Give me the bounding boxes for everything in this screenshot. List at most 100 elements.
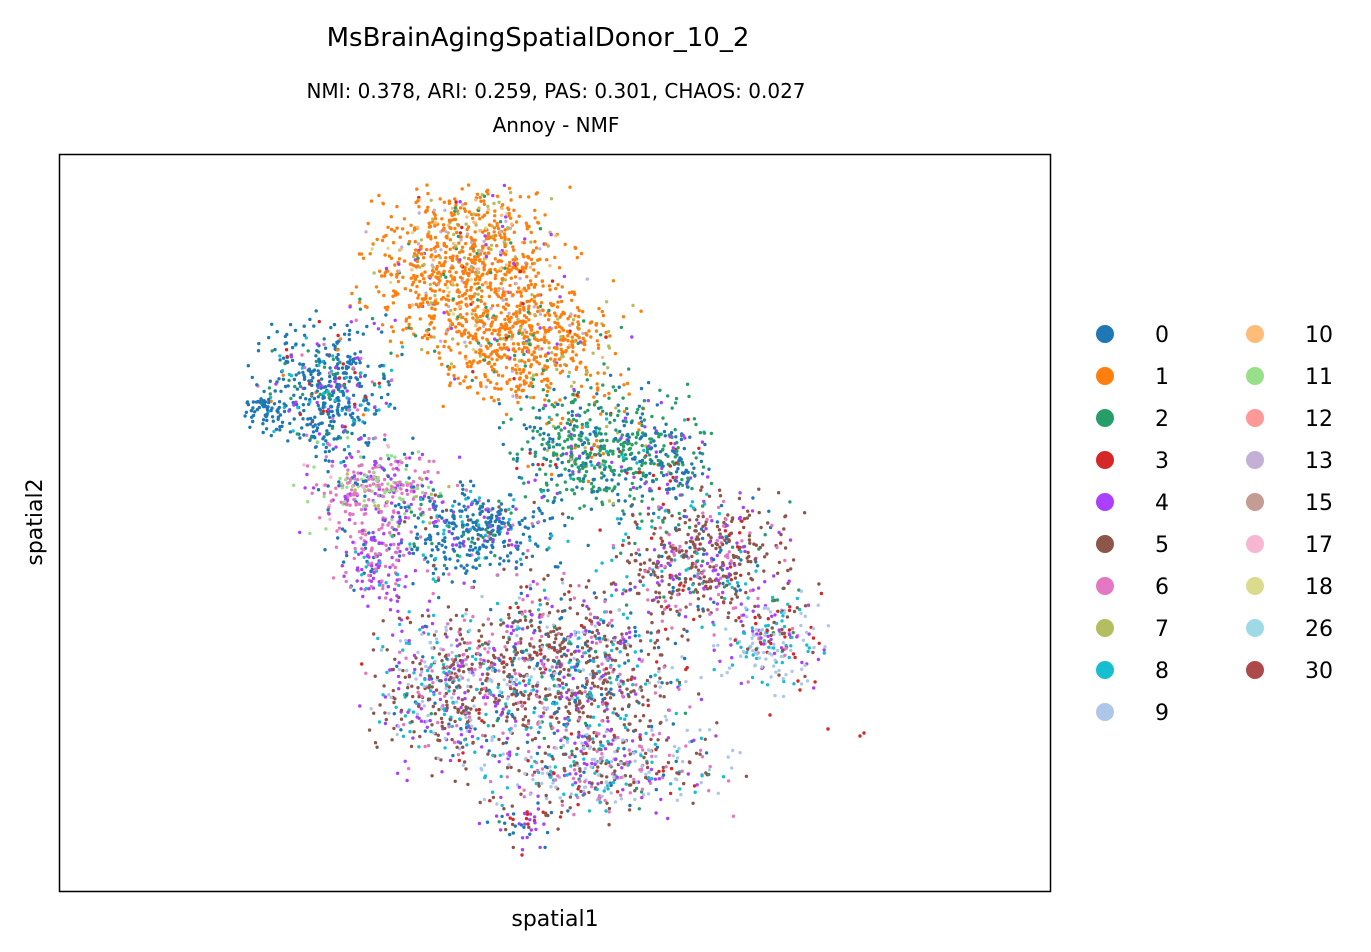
scatter-point xyxy=(542,377,547,382)
scatter-point xyxy=(348,452,352,456)
scatter-point xyxy=(520,322,524,326)
scatter-point xyxy=(559,691,563,695)
scatter-point xyxy=(645,678,650,683)
scatter-point xyxy=(536,544,540,548)
scatter-point xyxy=(746,559,750,564)
scatter-point xyxy=(493,317,498,322)
scatter-point xyxy=(735,541,739,545)
scatter-point xyxy=(610,558,614,562)
scatter-point xyxy=(509,337,514,341)
scatter-point xyxy=(600,502,605,507)
scatter-point xyxy=(447,312,451,316)
scatter-point xyxy=(714,585,718,589)
scatter-point xyxy=(523,683,528,687)
scatter-point xyxy=(328,371,332,375)
scatter-point xyxy=(439,297,444,301)
scatter-point xyxy=(444,297,448,302)
scatter-point xyxy=(444,332,448,336)
scatter-point xyxy=(453,499,457,504)
scatter-point xyxy=(416,256,420,260)
scatter-point xyxy=(490,262,494,266)
scatter-point xyxy=(351,357,355,361)
scatter-point xyxy=(432,281,436,285)
scatter-point xyxy=(504,249,509,253)
scatter-point xyxy=(622,441,626,445)
scatter-point xyxy=(723,554,728,558)
scatter-point xyxy=(421,256,426,260)
scatter-point xyxy=(608,413,613,417)
scatter-point xyxy=(448,557,452,561)
scatter-point xyxy=(520,650,525,655)
scatter-point xyxy=(506,674,510,679)
scatter-point xyxy=(406,516,411,520)
scatter-point xyxy=(459,238,463,242)
scatter-point xyxy=(302,377,307,381)
scatter-point xyxy=(572,477,576,481)
scatter-point xyxy=(570,343,575,347)
scatter-point xyxy=(592,403,597,407)
scatter-point xyxy=(497,693,502,698)
scatter-point xyxy=(573,741,577,745)
scatter-point xyxy=(365,442,370,446)
scatter-point xyxy=(519,591,523,596)
scatter-point xyxy=(326,412,330,416)
scatter-point xyxy=(734,571,738,575)
scatter-point xyxy=(652,511,656,516)
scatter-point xyxy=(414,302,418,307)
scatter-point xyxy=(511,457,516,461)
scatter-point xyxy=(464,285,468,289)
scatter-point xyxy=(463,354,468,359)
scatter-point xyxy=(527,371,532,375)
scatter-point xyxy=(348,355,352,359)
scatter-point xyxy=(620,433,624,437)
scatter-point xyxy=(577,630,581,634)
scatter-point xyxy=(575,696,580,700)
scatter-point xyxy=(548,301,553,306)
scatter-point xyxy=(468,548,472,552)
scatter-point xyxy=(524,341,529,346)
scatter-point xyxy=(494,696,498,701)
scatter-point xyxy=(595,628,599,633)
scatter-point xyxy=(601,452,605,456)
scatter-point xyxy=(430,541,434,546)
scatter-point xyxy=(478,319,482,323)
scatter-point xyxy=(512,645,516,649)
scatter-point xyxy=(286,384,290,388)
scatter-point xyxy=(456,211,460,216)
scatter-point xyxy=(738,491,742,495)
scatter-point xyxy=(715,520,720,524)
scatter-point xyxy=(539,652,543,656)
scatter-point xyxy=(420,335,425,340)
scatter-point xyxy=(569,312,573,316)
scatter-point xyxy=(495,270,499,274)
scatter-point xyxy=(531,377,536,382)
scatter-point xyxy=(348,513,352,517)
scatter-point xyxy=(544,242,548,246)
scatter-point xyxy=(454,203,458,207)
scatter-point xyxy=(563,337,567,341)
scatter-point xyxy=(398,515,402,519)
scatter-point xyxy=(283,384,288,389)
scatter-point xyxy=(531,684,535,689)
scatter-point xyxy=(343,509,348,514)
scatter-point xyxy=(605,707,609,711)
scatter-point xyxy=(460,324,465,328)
scatter-point xyxy=(569,420,573,424)
scatter-point xyxy=(530,613,534,617)
scatter-point xyxy=(448,269,452,274)
scatter-point xyxy=(497,402,502,406)
scatter-point xyxy=(660,554,664,559)
scatter-point xyxy=(791,630,795,635)
scatter-point xyxy=(506,543,511,547)
scatter-point xyxy=(478,665,482,669)
scatter-point xyxy=(552,405,556,409)
scatter-point xyxy=(487,236,491,241)
scatter-point xyxy=(431,613,436,618)
scatter-point xyxy=(370,380,374,384)
scatter-point xyxy=(673,558,677,562)
scatter-point xyxy=(590,640,594,644)
scatter-point xyxy=(472,359,476,363)
scatter-point xyxy=(649,536,654,540)
scatter-point xyxy=(557,473,561,478)
scatter-point xyxy=(653,526,657,531)
